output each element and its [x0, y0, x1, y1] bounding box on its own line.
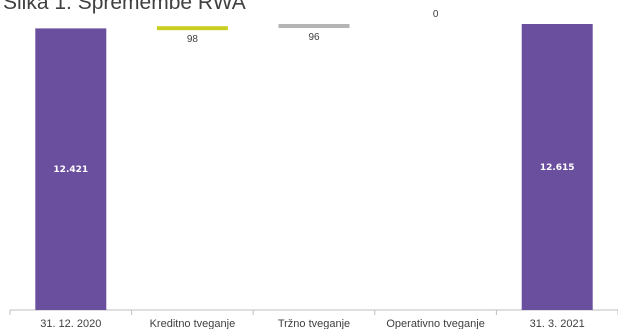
bar-31-3-2021 — [521, 24, 593, 310]
tick-labels-layer: 31. 12. 2020 Kreditno tveganje Tržno tvega… — [40, 318, 585, 329]
tick-label-31-12-2020: 31. 12. 2020 — [40, 318, 101, 329]
tick-label-kreditno-tveganje: Kreditno tveganje — [150, 318, 236, 329]
data-label-kreditno-tveganje: 98 — [187, 34, 199, 45]
data-label-31-3-2021: 12.615 — [540, 163, 575, 173]
data-label-31-12-2020: 12.421 — [53, 165, 88, 175]
bar-31-12-2020 — [35, 28, 107, 311]
bar-tr-no-tveganje — [278, 24, 350, 28]
tick-label-tr-no-tveganje: Tržno tveganje — [278, 318, 350, 329]
data-label-operativno-tveganje: 0 — [433, 9, 439, 20]
chart-title: Slika 1: Spremembe RWA — [3, 0, 246, 14]
bar-kreditno-tveganje — [156, 26, 228, 31]
x-axis — [9, 309, 618, 315]
labels-layer: 12.421 98 96 0 12.615 — [53, 9, 574, 175]
bars-layer — [35, 24, 593, 311]
tick-label-operativno-tveganje: Operativno tveganje — [386, 318, 484, 329]
data-label-tr-no-tveganje: 96 — [308, 32, 320, 43]
tick-label-31-3-2021: 31. 3. 2021 — [530, 318, 585, 329]
